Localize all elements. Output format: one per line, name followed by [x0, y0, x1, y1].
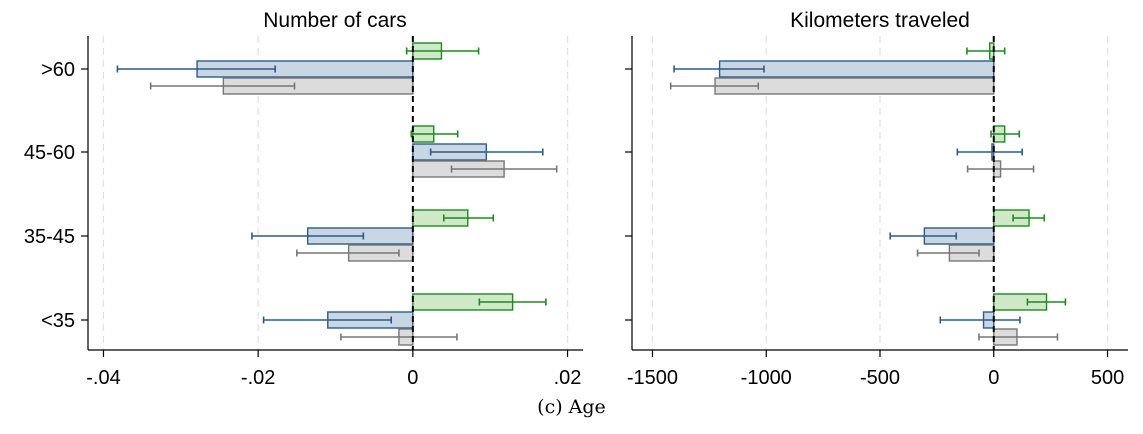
x-tick-label: -500	[860, 367, 900, 389]
chart-panel-2: Kilometers traveled -1500 -1000 -500 0 500	[625, 9, 1128, 389]
chart-title: Kilometers traveled	[790, 9, 970, 32]
y-category-label: 45-60	[24, 142, 75, 164]
y-category-label: <35	[41, 310, 75, 332]
x-tick-label: 0	[988, 367, 999, 389]
figure: Number of cars -.04 -.02 0 .02 >60 45-60 35-45 <…	[24, 9, 1128, 389]
y-category-label: 35-45	[24, 226, 75, 248]
x-tick-label: .02	[554, 367, 582, 389]
x-tick-label: -.02	[241, 367, 275, 389]
x-tick-label: 0	[407, 367, 418, 389]
chart-title: Number of cars	[263, 9, 407, 32]
figure-caption: (c) Age	[537, 396, 606, 418]
chart-panel-1: Number of cars -.04 -.02 0 .02 >60 45-60 35-45 <…	[24, 9, 583, 389]
x-tick-label: -1500	[627, 367, 678, 389]
x-tick-label: -.04	[86, 367, 120, 389]
y-category-label: >60	[41, 59, 75, 81]
x-tick-label: -1000	[741, 367, 792, 389]
x-tick-label: 500	[1091, 367, 1124, 389]
